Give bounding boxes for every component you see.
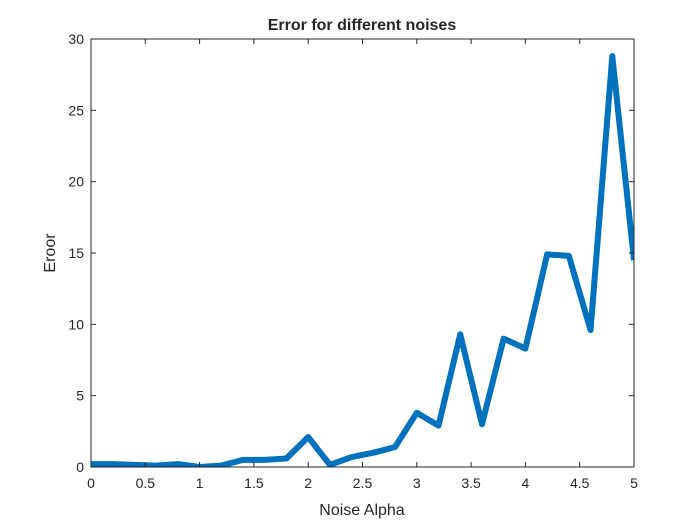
x-tick-label: 4.5 [570, 475, 590, 491]
y-tick-label: 10 [68, 316, 84, 332]
x-tick-label: 2 [304, 475, 312, 491]
x-tick-label: 2.5 [353, 475, 373, 491]
y-tick-label: 0 [76, 459, 84, 475]
x-tick-label: 1.5 [244, 475, 264, 491]
x-axis-label: Noise Alpha [319, 502, 404, 519]
x-tick-label: 1 [196, 475, 204, 491]
y-tick-label: 20 [68, 174, 84, 190]
y-tick-label: 30 [68, 31, 84, 47]
x-tick-label: 0 [87, 475, 95, 491]
y-tick-label: 25 [68, 102, 84, 118]
y-tick-label: 5 [76, 388, 84, 404]
chart-title: Error for different noises [268, 17, 457, 34]
y-axis-label: Eroor [42, 233, 59, 273]
plot-area: 0 0.5 1 1.5 2 2.5 3 3.5 4 4.5 5 0 5 10 15 20 25 30 [68, 31, 638, 491]
x-tick-label: 3.5 [461, 475, 481, 491]
x-tick-label: 4 [522, 475, 530, 491]
series-line [91, 53, 634, 467]
y-tick-label: 15 [68, 245, 84, 261]
x-tick-label: 5 [630, 475, 638, 491]
x-tick-label: 3 [413, 475, 421, 491]
x-tick-label: 0.5 [136, 475, 156, 491]
